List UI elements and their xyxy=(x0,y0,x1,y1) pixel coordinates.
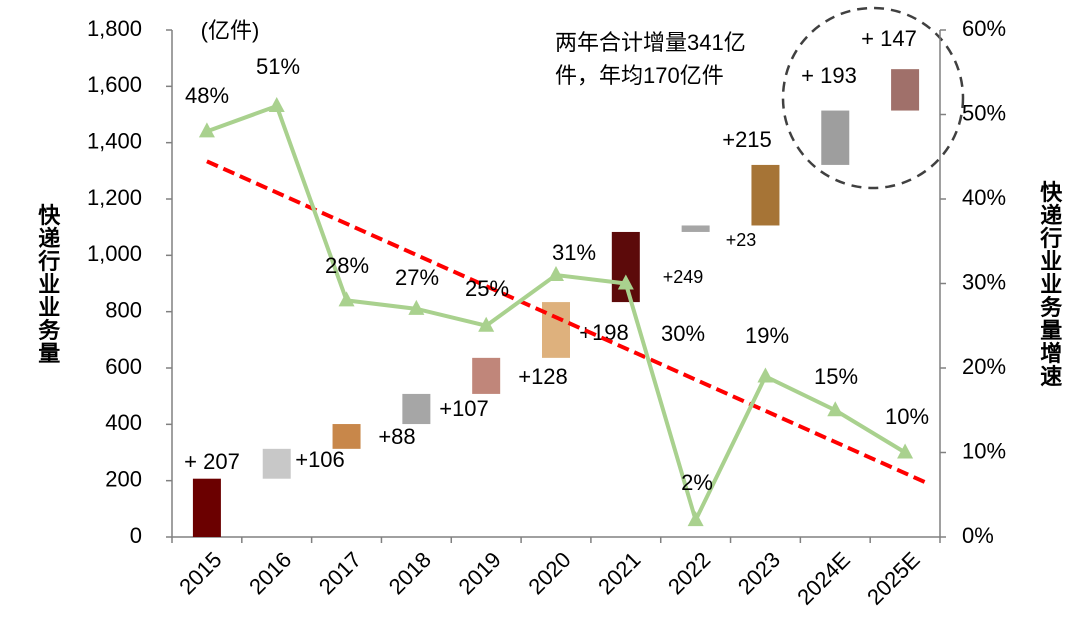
y-tick-label: 1,800 xyxy=(87,16,142,41)
x-tick-label: 2024E xyxy=(792,547,855,610)
y2-tick-label: 10% xyxy=(962,438,1006,463)
data-label: 25% xyxy=(465,276,509,301)
waterfall-bar xyxy=(891,69,920,111)
y2-tick-label: 40% xyxy=(962,185,1006,210)
x-tick-label: 2019 xyxy=(454,547,506,599)
y2-tick-label: 60% xyxy=(962,16,1006,41)
x-tick-label: 2020 xyxy=(523,547,575,599)
data-label: 19% xyxy=(745,323,789,348)
annotation: 件，年均170亿件 xyxy=(555,63,724,88)
waterfall-bar xyxy=(751,164,780,226)
y2-axis-title: 快递行业业务量增速 xyxy=(1037,181,1063,388)
data-label: + 147 xyxy=(861,26,917,51)
y2-tick-label: 30% xyxy=(962,269,1006,294)
y-tick-label: 1,600 xyxy=(87,72,142,97)
x-tick-label: 2022 xyxy=(663,547,715,599)
y-axis-title: 快递行业业务量 xyxy=(35,204,61,365)
y2-tick-label: 0% xyxy=(962,523,994,548)
x-tick-label: 2018 xyxy=(384,547,436,599)
data-label: +128 xyxy=(518,364,568,389)
data-label: 31% xyxy=(552,240,596,265)
data-label: +88 xyxy=(378,424,415,449)
growth-marker xyxy=(338,291,355,307)
y-tick-label: 1,400 xyxy=(87,128,142,153)
growth-marker xyxy=(617,274,634,290)
data-label: 51% xyxy=(256,54,300,79)
x-tick-label: 2023 xyxy=(733,547,785,599)
waterfall-bar xyxy=(262,448,291,479)
waterfall-bar xyxy=(192,478,221,537)
data-label: 15% xyxy=(814,364,858,389)
x-tick-label: 2015 xyxy=(174,547,226,599)
data-label: +23 xyxy=(726,230,757,250)
y-tick-label: 0 xyxy=(130,523,142,548)
data-label: 28% xyxy=(325,253,369,278)
growth-marker xyxy=(478,316,495,332)
data-label: 27% xyxy=(395,265,439,290)
y-tick-label: 400 xyxy=(105,410,142,435)
waterfall-bar xyxy=(402,393,431,425)
data-label: 10% xyxy=(885,404,929,429)
waterfall-bar xyxy=(611,231,640,303)
y-tick-label: 600 xyxy=(105,354,142,379)
growth-marker xyxy=(408,299,425,315)
growth-marker xyxy=(897,443,914,459)
waterfall-bar xyxy=(681,225,710,232)
data-label: + 207 xyxy=(184,449,240,474)
y-tick-label: 1,000 xyxy=(87,241,142,266)
data-label: 2% xyxy=(681,470,713,495)
growth-marker xyxy=(687,511,704,527)
x-tick-label: 2017 xyxy=(314,547,366,599)
data-label: + 193 xyxy=(801,63,857,88)
y-tick-label: 200 xyxy=(105,466,142,491)
growth-marker xyxy=(268,97,285,113)
data-label: 48% xyxy=(185,83,229,108)
y2-tick-label: 50% xyxy=(962,100,1006,125)
data-label: +106 xyxy=(295,447,345,472)
data-label: +107 xyxy=(439,396,489,421)
data-label: +215 xyxy=(722,127,772,152)
waterfall-bar xyxy=(472,357,501,394)
growth-marker xyxy=(548,266,564,282)
annotation: 两年合计增量341亿 xyxy=(555,30,746,55)
x-tick-label: 2016 xyxy=(244,547,296,599)
trend-line xyxy=(206,159,926,485)
growth-marker xyxy=(827,401,844,417)
data-label: +249 xyxy=(663,267,704,287)
y-tick-label: 800 xyxy=(105,297,142,322)
unit-label: (亿件) xyxy=(201,18,260,43)
growth-marker xyxy=(757,367,774,383)
x-tick-label: 2025E xyxy=(862,547,925,610)
y2-tick-label: 20% xyxy=(962,354,1006,379)
waterfall-bar xyxy=(332,424,361,449)
data-label: 30% xyxy=(661,321,705,346)
growth-marker xyxy=(198,122,215,138)
waterfall-bar xyxy=(821,110,850,165)
highlight-circle xyxy=(781,6,965,190)
y-tick-label: 1,200 xyxy=(87,185,142,210)
x-tick-label: 2021 xyxy=(593,547,645,599)
waterfall-bar xyxy=(542,302,570,358)
